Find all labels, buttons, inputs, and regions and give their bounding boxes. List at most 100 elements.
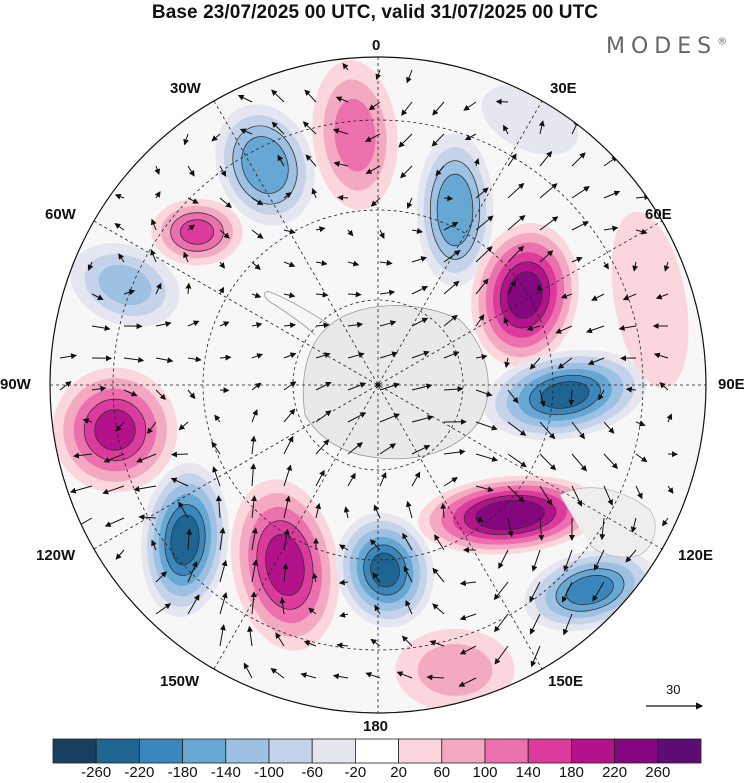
wind-vector — [212, 466, 221, 487]
wind-vector — [187, 356, 202, 363]
lon-label-180: 180 — [363, 718, 389, 735]
wind-vector — [219, 591, 228, 615]
wind-vector — [401, 101, 413, 116]
colorbar-tick-label: 20 — [390, 764, 407, 781]
wind-vector — [332, 128, 349, 135]
wind-vector — [315, 502, 322, 519]
wind-vector — [368, 101, 381, 111]
wind-vector — [283, 381, 297, 391]
wind-vector — [123, 389, 138, 397]
colorbar-swatch — [354, 738, 399, 764]
anomaly-contour — [94, 409, 136, 451]
wind-vector — [379, 471, 387, 487]
lon-label-150w: 150W — [160, 673, 200, 690]
wind-vector — [282, 562, 289, 583]
wind-vector — [147, 421, 157, 435]
wind-vector — [187, 224, 195, 231]
colorbar-swatch — [441, 738, 486, 764]
wind-vector — [526, 325, 541, 332]
wind-vector — [214, 414, 221, 423]
wind-vector — [114, 193, 125, 200]
wind-vector — [475, 353, 488, 360]
wind-vector — [155, 321, 172, 327]
colorbar-tick-label: 180 — [558, 764, 584, 781]
wind-vector — [440, 502, 447, 519]
wind-vector — [443, 351, 460, 359]
wind-vector — [150, 218, 157, 231]
wind-vector — [251, 229, 264, 239]
anomaly-contour — [436, 173, 474, 247]
wind-vector — [315, 381, 332, 391]
colorbar-swatch — [571, 738, 616, 764]
wind-vector — [347, 382, 367, 391]
wind-vector — [498, 549, 509, 569]
wind-vector — [338, 579, 349, 586]
wind-vector — [411, 286, 429, 295]
wind-vector — [663, 261, 670, 272]
wind-vector — [279, 597, 286, 615]
wind-vector — [625, 549, 637, 563]
wind-vector — [475, 421, 498, 431]
wind-vector — [401, 635, 413, 647]
wind-vector — [275, 632, 285, 647]
colorbar-tick-label: 220 — [602, 764, 628, 781]
wind-vector — [251, 559, 259, 583]
wind-vector — [219, 559, 228, 583]
wind-vector — [411, 256, 428, 263]
wind-vector — [114, 223, 125, 231]
wind-vector — [283, 292, 296, 299]
anomaly-pink-10w — [312, 60, 398, 210]
lon-label-90w: 90W — [0, 376, 31, 393]
wind-vector — [219, 624, 226, 647]
wind-vector — [283, 322, 296, 329]
wind-vector — [538, 517, 545, 541]
wind-vector — [495, 98, 509, 105]
wind-vector — [138, 514, 157, 521]
wind-vector — [115, 421, 125, 432]
colorbar-swatch — [657, 738, 702, 764]
wind-vector — [115, 549, 125, 560]
wind-vector — [251, 353, 264, 359]
reference-vector-label: 30 — [666, 682, 681, 697]
wind-vector — [666, 413, 673, 423]
wind-vector — [379, 289, 396, 296]
wind-vector — [536, 284, 543, 295]
wind-vector — [251, 292, 262, 299]
lon-label-90e: 90E — [718, 376, 745, 393]
wind-vector — [603, 485, 613, 506]
wind-vector — [186, 528, 193, 551]
wind-vector — [104, 517, 125, 527]
south-pole-dot — [375, 382, 381, 388]
wind-vector — [218, 286, 225, 295]
wind-vector — [603, 453, 618, 470]
wind-vector — [347, 442, 363, 455]
wind-vector — [411, 350, 430, 359]
wind-vector — [555, 325, 573, 334]
colorbar-tick-label: -220 — [124, 764, 155, 781]
wind-vector — [251, 382, 262, 391]
wind-vector — [568, 389, 575, 406]
wind-vector — [315, 226, 326, 233]
colorbar-tick-label: -100 — [253, 764, 285, 781]
wind-vector — [507, 485, 525, 503]
wind-vector — [405, 500, 413, 519]
wind-vector — [347, 412, 367, 423]
colorbar-tick-label: 140 — [515, 764, 541, 781]
wind-vector — [82, 418, 93, 424]
colorbar-swatch — [268, 738, 313, 764]
wind-vector — [219, 354, 232, 361]
colorbar-tick-label: 260 — [645, 764, 671, 781]
wind-vector — [155, 603, 172, 615]
wind-vector — [374, 604, 381, 615]
wind-vector — [475, 516, 485, 522]
wind-vector — [475, 215, 494, 231]
wind-vector — [312, 572, 318, 583]
wind-vector — [133, 485, 157, 492]
wind-vector — [315, 352, 331, 359]
wind-vector — [493, 581, 509, 601]
wind-vector — [369, 539, 381, 551]
wind-vector — [211, 133, 221, 142]
wind-vector — [219, 165, 227, 177]
wind-vector — [622, 293, 637, 301]
wind-vector — [538, 120, 545, 135]
